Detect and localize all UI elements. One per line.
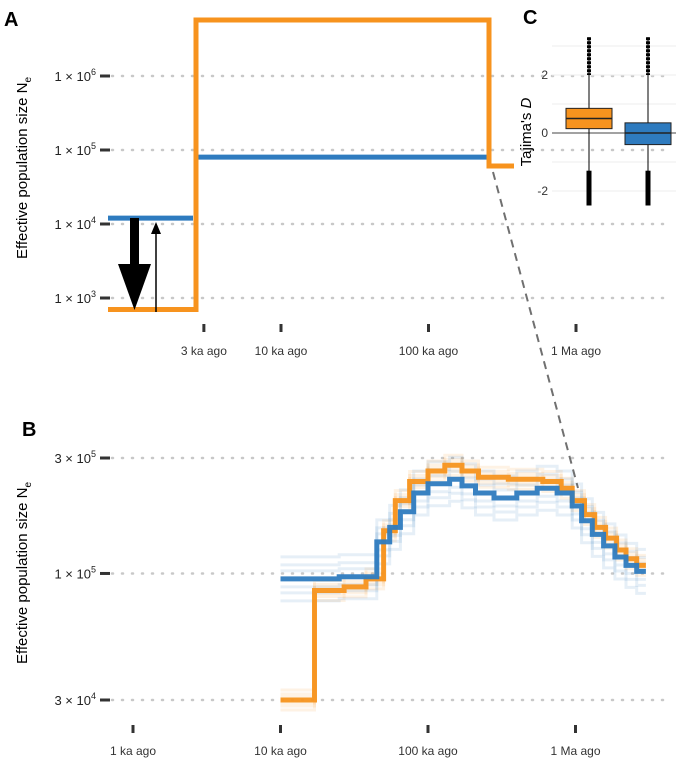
panel-b-blue-band	[280, 491, 646, 595]
panel-c-ytick-label: -2	[537, 184, 548, 198]
panel-b-xtick-label: 100 ka ago	[398, 744, 458, 758]
panel-c-ylabel: Tajima's D	[518, 97, 535, 166]
panel-b-blue-band	[280, 485, 646, 589]
panel-b-chart: Effective population size Ne 3 × 104 1 × …	[14, 449, 672, 758]
panel-a-ytick-label: 1 × 105	[54, 141, 96, 158]
panel-b-blue-band	[280, 499, 646, 603]
panel-b-xtick-label: 1 ka ago	[110, 744, 156, 758]
panel-c-ytick-label: 2	[541, 68, 548, 82]
panel-a-down-arrow-head	[118, 264, 151, 310]
panel-letter-c: C	[523, 7, 537, 29]
panel-b-ytick-label: 3 × 104	[54, 691, 96, 708]
panel-a-down-arrow-shaft	[130, 218, 139, 268]
panel-b-orange-band	[280, 466, 646, 705]
panel-b-xtick-label: 1 Ma ago	[550, 744, 600, 758]
panel-a-xtick-label: 1 Ma ago	[551, 344, 601, 358]
panel-letter-b: B	[22, 419, 36, 441]
panel-a-xtick-label: 100 ka ago	[399, 344, 459, 358]
panel-a-ytick-label: 1 × 106	[54, 67, 96, 84]
panel-a-ytick-label: 1 × 104	[54, 215, 96, 232]
panel-c-ytick-label: 0	[541, 126, 548, 140]
panel-b-blue-series	[280, 476, 646, 582]
panel-a-ytick-label: 1 × 103	[54, 289, 96, 306]
panel-b-ytick-label: 1 × 105	[54, 564, 96, 581]
panel-b-orange-series	[280, 462, 646, 703]
panel-a-ylabel: Effective population size Ne	[14, 77, 34, 260]
panel-a-xtick-label: 10 ka ago	[255, 344, 308, 358]
panel-c-chart: Tajima's D -2 0 2	[518, 37, 676, 206]
panel-a-up-arrow-head	[151, 222, 161, 234]
panel-a-xtick-label: 3 ka ago	[181, 344, 227, 358]
panel-b-xtick-label: 10 ka ago	[254, 744, 307, 758]
panel-a-chart: Effective population size Ne 1 × 103 1 × …	[14, 17, 672, 358]
panel-b-ylabel: Effective population size Ne	[14, 482, 34, 665]
panel-a-orange-series	[108, 17, 514, 312]
connector-dashed-line	[492, 171, 579, 489]
panel-letter-a: A	[4, 9, 18, 31]
panel-b-ytick-label: 3 × 105	[54, 449, 96, 466]
